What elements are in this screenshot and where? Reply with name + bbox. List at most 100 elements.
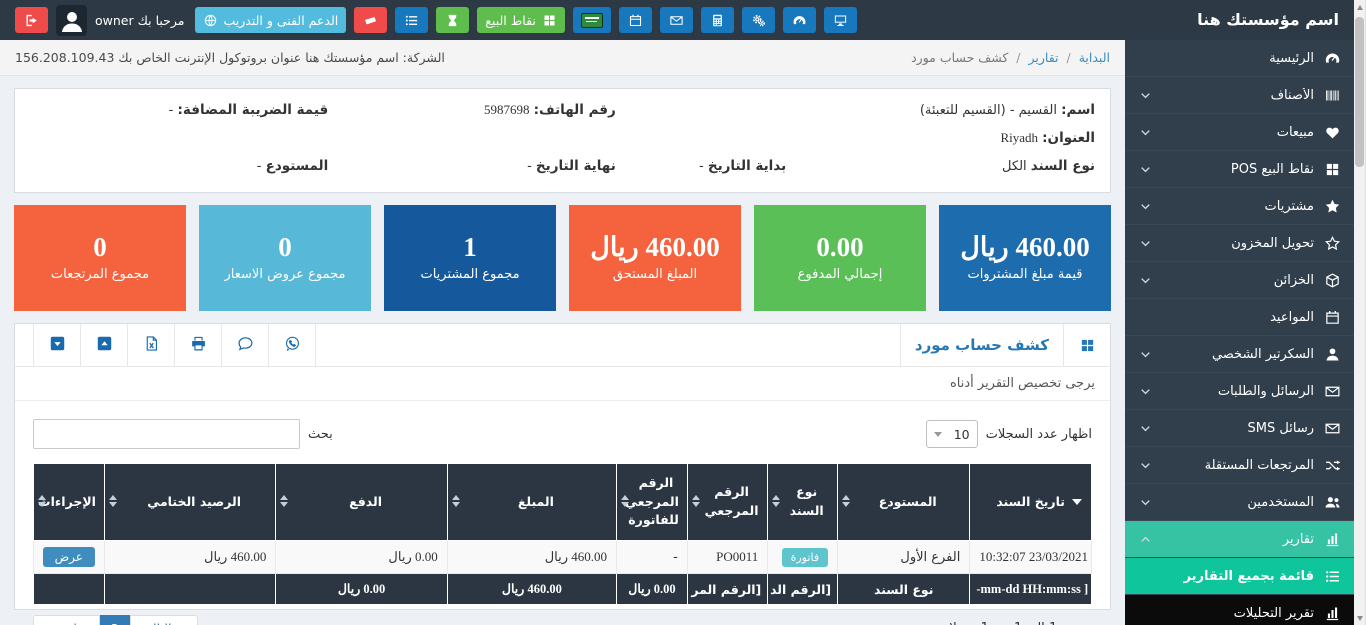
cell-warehouse: الفرع الأول bbox=[837, 540, 971, 574]
sort-desc-icon bbox=[1072, 499, 1082, 505]
whatsapp-button[interactable] bbox=[269, 324, 316, 366]
list-bars-icon bbox=[404, 13, 419, 28]
calendar-icon bbox=[1324, 309, 1341, 326]
table-header-row: تاريخ السند المستودع نوع السند الرقم الم… bbox=[33, 463, 1092, 541]
logout-button[interactable] bbox=[15, 7, 48, 33]
next-page-button[interactable]: التالي > bbox=[130, 615, 198, 625]
chevron-up-icon bbox=[1139, 533, 1152, 546]
sidebar-item-appointments[interactable]: المواعيد bbox=[1125, 299, 1355, 336]
sidebar-item-home[interactable]: الرئيسية bbox=[1125, 40, 1355, 77]
sidebar-item-analytics-report[interactable]: تقرير التحليلات bbox=[1125, 595, 1355, 625]
star-icon bbox=[1324, 198, 1341, 215]
sidebar-item-users[interactable]: المستخدمين bbox=[1125, 484, 1355, 521]
column-header-reference[interactable]: الرقم المرجعي bbox=[686, 463, 769, 541]
sidebar-item-items[interactable]: الأصناف bbox=[1125, 77, 1355, 114]
records-per-page: اظهار عدد السجلات 10 bbox=[925, 420, 1092, 448]
breadcrumb-reports[interactable]: تقارير bbox=[1028, 50, 1059, 65]
card-total-quotes: 0 مجموع عروض الاسعار bbox=[199, 205, 371, 311]
search-input[interactable] bbox=[33, 419, 300, 449]
sidebar-item-stock-transfer[interactable]: تحويل المخزون bbox=[1125, 225, 1355, 262]
cogs-icon bbox=[751, 13, 766, 28]
sign-out-icon bbox=[24, 13, 39, 28]
language-button[interactable] bbox=[572, 7, 611, 33]
welcome-text: مرحبا بك owner bbox=[95, 12, 185, 28]
summary-cards: 460.00 ريال قيمة مبلغ المشتروات 0.00 إجم… bbox=[14, 205, 1111, 311]
grid-icon bbox=[542, 13, 557, 28]
desktop-icon bbox=[833, 13, 848, 28]
dashboard-button[interactable] bbox=[782, 7, 816, 33]
scroll-up-arrow[interactable] bbox=[1354, 0, 1365, 14]
sidebar-item-sms[interactable]: رسائل SMS bbox=[1125, 410, 1355, 447]
lists-button[interactable] bbox=[395, 7, 429, 33]
print-button[interactable] bbox=[175, 324, 222, 366]
column-header-closing-balance[interactable]: الرصيد الختامي bbox=[103, 463, 277, 541]
breadcrumb-current: كشف حساب مورد bbox=[911, 50, 1009, 65]
calendar-button[interactable] bbox=[618, 7, 652, 33]
column-header-payment[interactable]: الدفع bbox=[275, 463, 448, 541]
grid-icon bbox=[1324, 161, 1341, 178]
chevron-down-icon bbox=[1139, 459, 1152, 472]
chevron-down-icon bbox=[1139, 385, 1152, 398]
start-date-filter: بداية التاريخ - bbox=[699, 158, 787, 174]
settings-button[interactable] bbox=[741, 7, 775, 33]
chevron-down-icon bbox=[1139, 348, 1152, 361]
main-content: البداية / تقارير / كشف حساب مورد الشركة:… bbox=[0, 40, 1125, 625]
column-header-doc-date[interactable]: تاريخ السند bbox=[969, 463, 1092, 541]
page-scrollbar[interactable] bbox=[1354, 0, 1366, 625]
card-amount-due: 460.00 ريال المبلغ المستحق bbox=[569, 205, 741, 311]
display-button[interactable] bbox=[823, 7, 857, 33]
sidebar-item-purchases[interactable]: مشتريات bbox=[1125, 188, 1355, 225]
comment-button[interactable] bbox=[222, 324, 269, 366]
previous-page-button[interactable]: < سابق bbox=[33, 615, 100, 625]
scroll-down-arrow[interactable] bbox=[1354, 611, 1365, 625]
supplier-vat: قيمة الضريبة المضافة: - bbox=[168, 102, 329, 118]
header-strip: البداية / تقارير / كشف حساب مورد الشركة:… bbox=[0, 40, 1125, 76]
view-button[interactable]: عرض bbox=[42, 547, 95, 567]
mail-button[interactable] bbox=[659, 7, 693, 33]
column-header-actions[interactable]: الإجراءات bbox=[33, 463, 105, 541]
collapse-button[interactable] bbox=[34, 324, 81, 366]
user-avatar[interactable] bbox=[56, 4, 87, 36]
org-title: اسم مؤسستك هنا bbox=[1125, 0, 1355, 40]
sidebar: اسم مؤسستك هنا الرئيسية الأصناف مبيعات ن… bbox=[1125, 0, 1355, 625]
breadcrumb-home[interactable]: البداية bbox=[1078, 50, 1110, 65]
sidebar-item-reports[interactable]: تقارير bbox=[1125, 521, 1355, 558]
column-header-warehouse[interactable]: المستودع bbox=[837, 463, 971, 541]
chart-bar-icon bbox=[1324, 531, 1341, 548]
clear-button[interactable] bbox=[354, 7, 388, 33]
pending-button[interactable] bbox=[436, 7, 470, 33]
column-header-invoice-reference[interactable]: الرقم المرجعي للفاتورة bbox=[616, 463, 688, 541]
card-purchases-amount: 460.00 ريال قيمة مبلغ المشتروات bbox=[939, 205, 1111, 311]
sidebar-item-pos[interactable]: نقاط البيع POS bbox=[1125, 151, 1355, 188]
chart-bar-icon bbox=[1324, 605, 1341, 622]
sidebar-item-safes[interactable]: الخزائن bbox=[1125, 262, 1355, 299]
sidebar-item-all-reports[interactable]: قائمة بجميع التقارير bbox=[1125, 558, 1355, 595]
pagination: < سابق 1 التالي > bbox=[33, 615, 198, 625]
footer-value-1: 0.00 ريال bbox=[616, 573, 688, 605]
excel-export-icon bbox=[143, 335, 160, 356]
excel-export-button[interactable] bbox=[128, 324, 175, 366]
column-header-doc-type[interactable]: نوع السند bbox=[767, 463, 839, 541]
pos-button[interactable]: نقاط البيع bbox=[477, 7, 565, 33]
page-1-button[interactable]: 1 bbox=[99, 615, 131, 625]
footer-date-format: -mm-dd HH:mm:ss ] bbox=[969, 573, 1092, 605]
sidebar-item-messages-requests[interactable]: الرسائل والطلبات bbox=[1125, 373, 1355, 410]
support-button[interactable]: الدعم الفنى و التدريب bbox=[194, 7, 347, 33]
chevron-down-icon bbox=[1139, 200, 1152, 213]
sidebar-item-independent-returns[interactable]: المرتجعات المستقلة bbox=[1125, 447, 1355, 484]
sidebar-item-sales[interactable]: مبيعات bbox=[1125, 114, 1355, 151]
expand-button[interactable] bbox=[81, 324, 128, 366]
caret-square-down-icon bbox=[49, 335, 66, 356]
scrollbar-thumb[interactable] bbox=[1355, 17, 1364, 167]
calculator-button[interactable] bbox=[700, 7, 734, 33]
footer-amount-total: 460.00 ريال bbox=[446, 573, 618, 605]
select-caret-icon bbox=[933, 431, 942, 437]
whatsapp-icon bbox=[284, 335, 301, 356]
sidebar-item-personal-secretary[interactable]: السكرتير الشخصي bbox=[1125, 336, 1355, 373]
cell-amount: 460.00 ريال bbox=[446, 540, 618, 574]
sort-icon bbox=[772, 495, 781, 507]
column-header-amount[interactable]: المبلغ bbox=[446, 463, 618, 541]
doc-type-filter: نوع السند الكل bbox=[1002, 158, 1095, 174]
records-per-page-select[interactable]: 10 bbox=[925, 420, 978, 448]
